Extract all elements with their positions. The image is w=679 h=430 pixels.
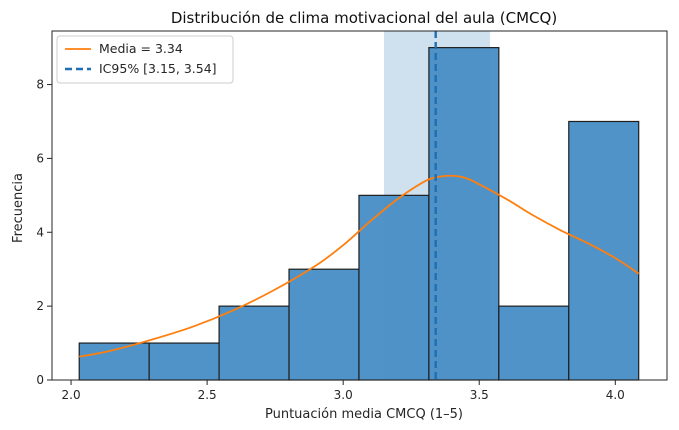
histogram-bar-4 (288, 268, 360, 381)
x-tick-label: 4.0 (606, 388, 625, 402)
x-tick-label: 2.5 (198, 388, 217, 402)
y-tick-label: 8 (36, 78, 44, 92)
y-tick-label: 4 (36, 225, 44, 239)
y-tick-label: 0 (36, 373, 44, 387)
histogram-bar-6 (428, 47, 500, 381)
histogram-bar-5 (358, 194, 430, 381)
legend-box (56, 35, 234, 84)
x-tick-label: 2.0 (62, 388, 81, 402)
x-tick-label: 3.5 (470, 388, 489, 402)
legend: Media = 3.34 IC95% [3.15, 3.54] (56, 35, 234, 84)
y-tick-label: 6 (36, 151, 44, 165)
x-axis-label: Puntuación media CMCQ (1–5) (265, 407, 463, 422)
x-tick-label: 3.0 (334, 388, 353, 402)
legend-label-ci: IC95% [3.15, 3.54] (99, 61, 217, 76)
legend-label-mean: Media = 3.34 (99, 41, 183, 56)
plot-frame (51, 30, 668, 381)
kde-curve (79, 174, 640, 358)
histogram-bar-2 (148, 342, 220, 381)
y-axis-label: Frecuencia (11, 173, 26, 243)
histogram-bar-3 (218, 305, 290, 381)
histogram-bar-1 (78, 342, 150, 381)
histogram-bar-7 (498, 305, 570, 381)
y-tick-label: 2 (36, 299, 44, 313)
chart-title: Distribución de clima motivacional del a… (171, 9, 557, 27)
